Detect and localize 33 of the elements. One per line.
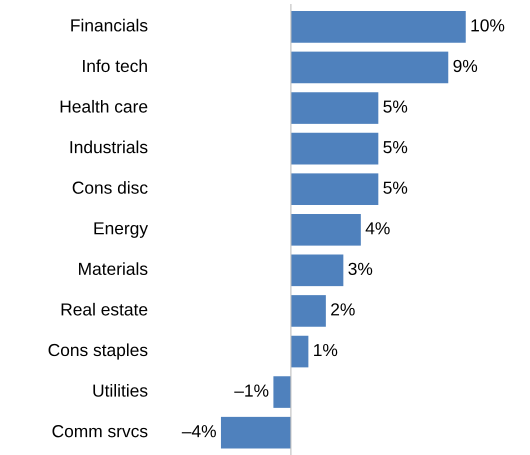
bar (290, 92, 378, 124)
data-label: 9% (453, 60, 478, 72)
bar (273, 376, 291, 408)
data-label: 5% (383, 182, 408, 194)
data-label: 2% (331, 303, 355, 316)
data-label: 5% (383, 141, 408, 154)
y-tick-label: Cons disc (72, 181, 148, 194)
data-label: 3% (348, 262, 372, 276)
y-tick-label: Utilities (93, 384, 148, 397)
y-tick-label: Health care (60, 100, 148, 113)
y-tick-label: Materials (79, 262, 148, 276)
y-tick-label: Financials (71, 18, 148, 32)
y-tick-label: Comm srvcs (52, 425, 148, 438)
y-tick-label: Cons staples (48, 343, 148, 360)
data-label: 4% (366, 222, 390, 234)
bar (290, 132, 378, 164)
bar (290, 52, 448, 84)
y-tick-label: Industrials (70, 140, 148, 154)
y-tick-label: Real estate (62, 302, 148, 316)
bar (290, 295, 326, 327)
y-tick-label: Energy (94, 222, 148, 238)
data-label: –1% (234, 384, 268, 397)
data-label: 10% (471, 19, 504, 32)
bar (290, 214, 361, 246)
y-tick-label: Info tech (83, 59, 147, 72)
bar (290, 173, 378, 206)
data-label: 1% (314, 344, 338, 356)
bar (290, 11, 466, 43)
bar (290, 336, 308, 368)
data-label: 5% (383, 100, 408, 113)
bar (290, 254, 344, 286)
bar (220, 416, 291, 449)
data-label: –4% (182, 425, 216, 438)
